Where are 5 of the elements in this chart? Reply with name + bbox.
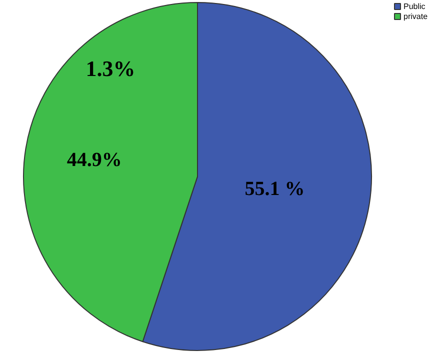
data-label: 44.9% bbox=[66, 148, 122, 171]
text: 1.3% bbox=[86, 56, 136, 81]
legend-label: private bbox=[404, 12, 428, 21]
data-label: 55.1 % bbox=[244, 178, 305, 200]
legend-label: Public bbox=[404, 2, 426, 11]
